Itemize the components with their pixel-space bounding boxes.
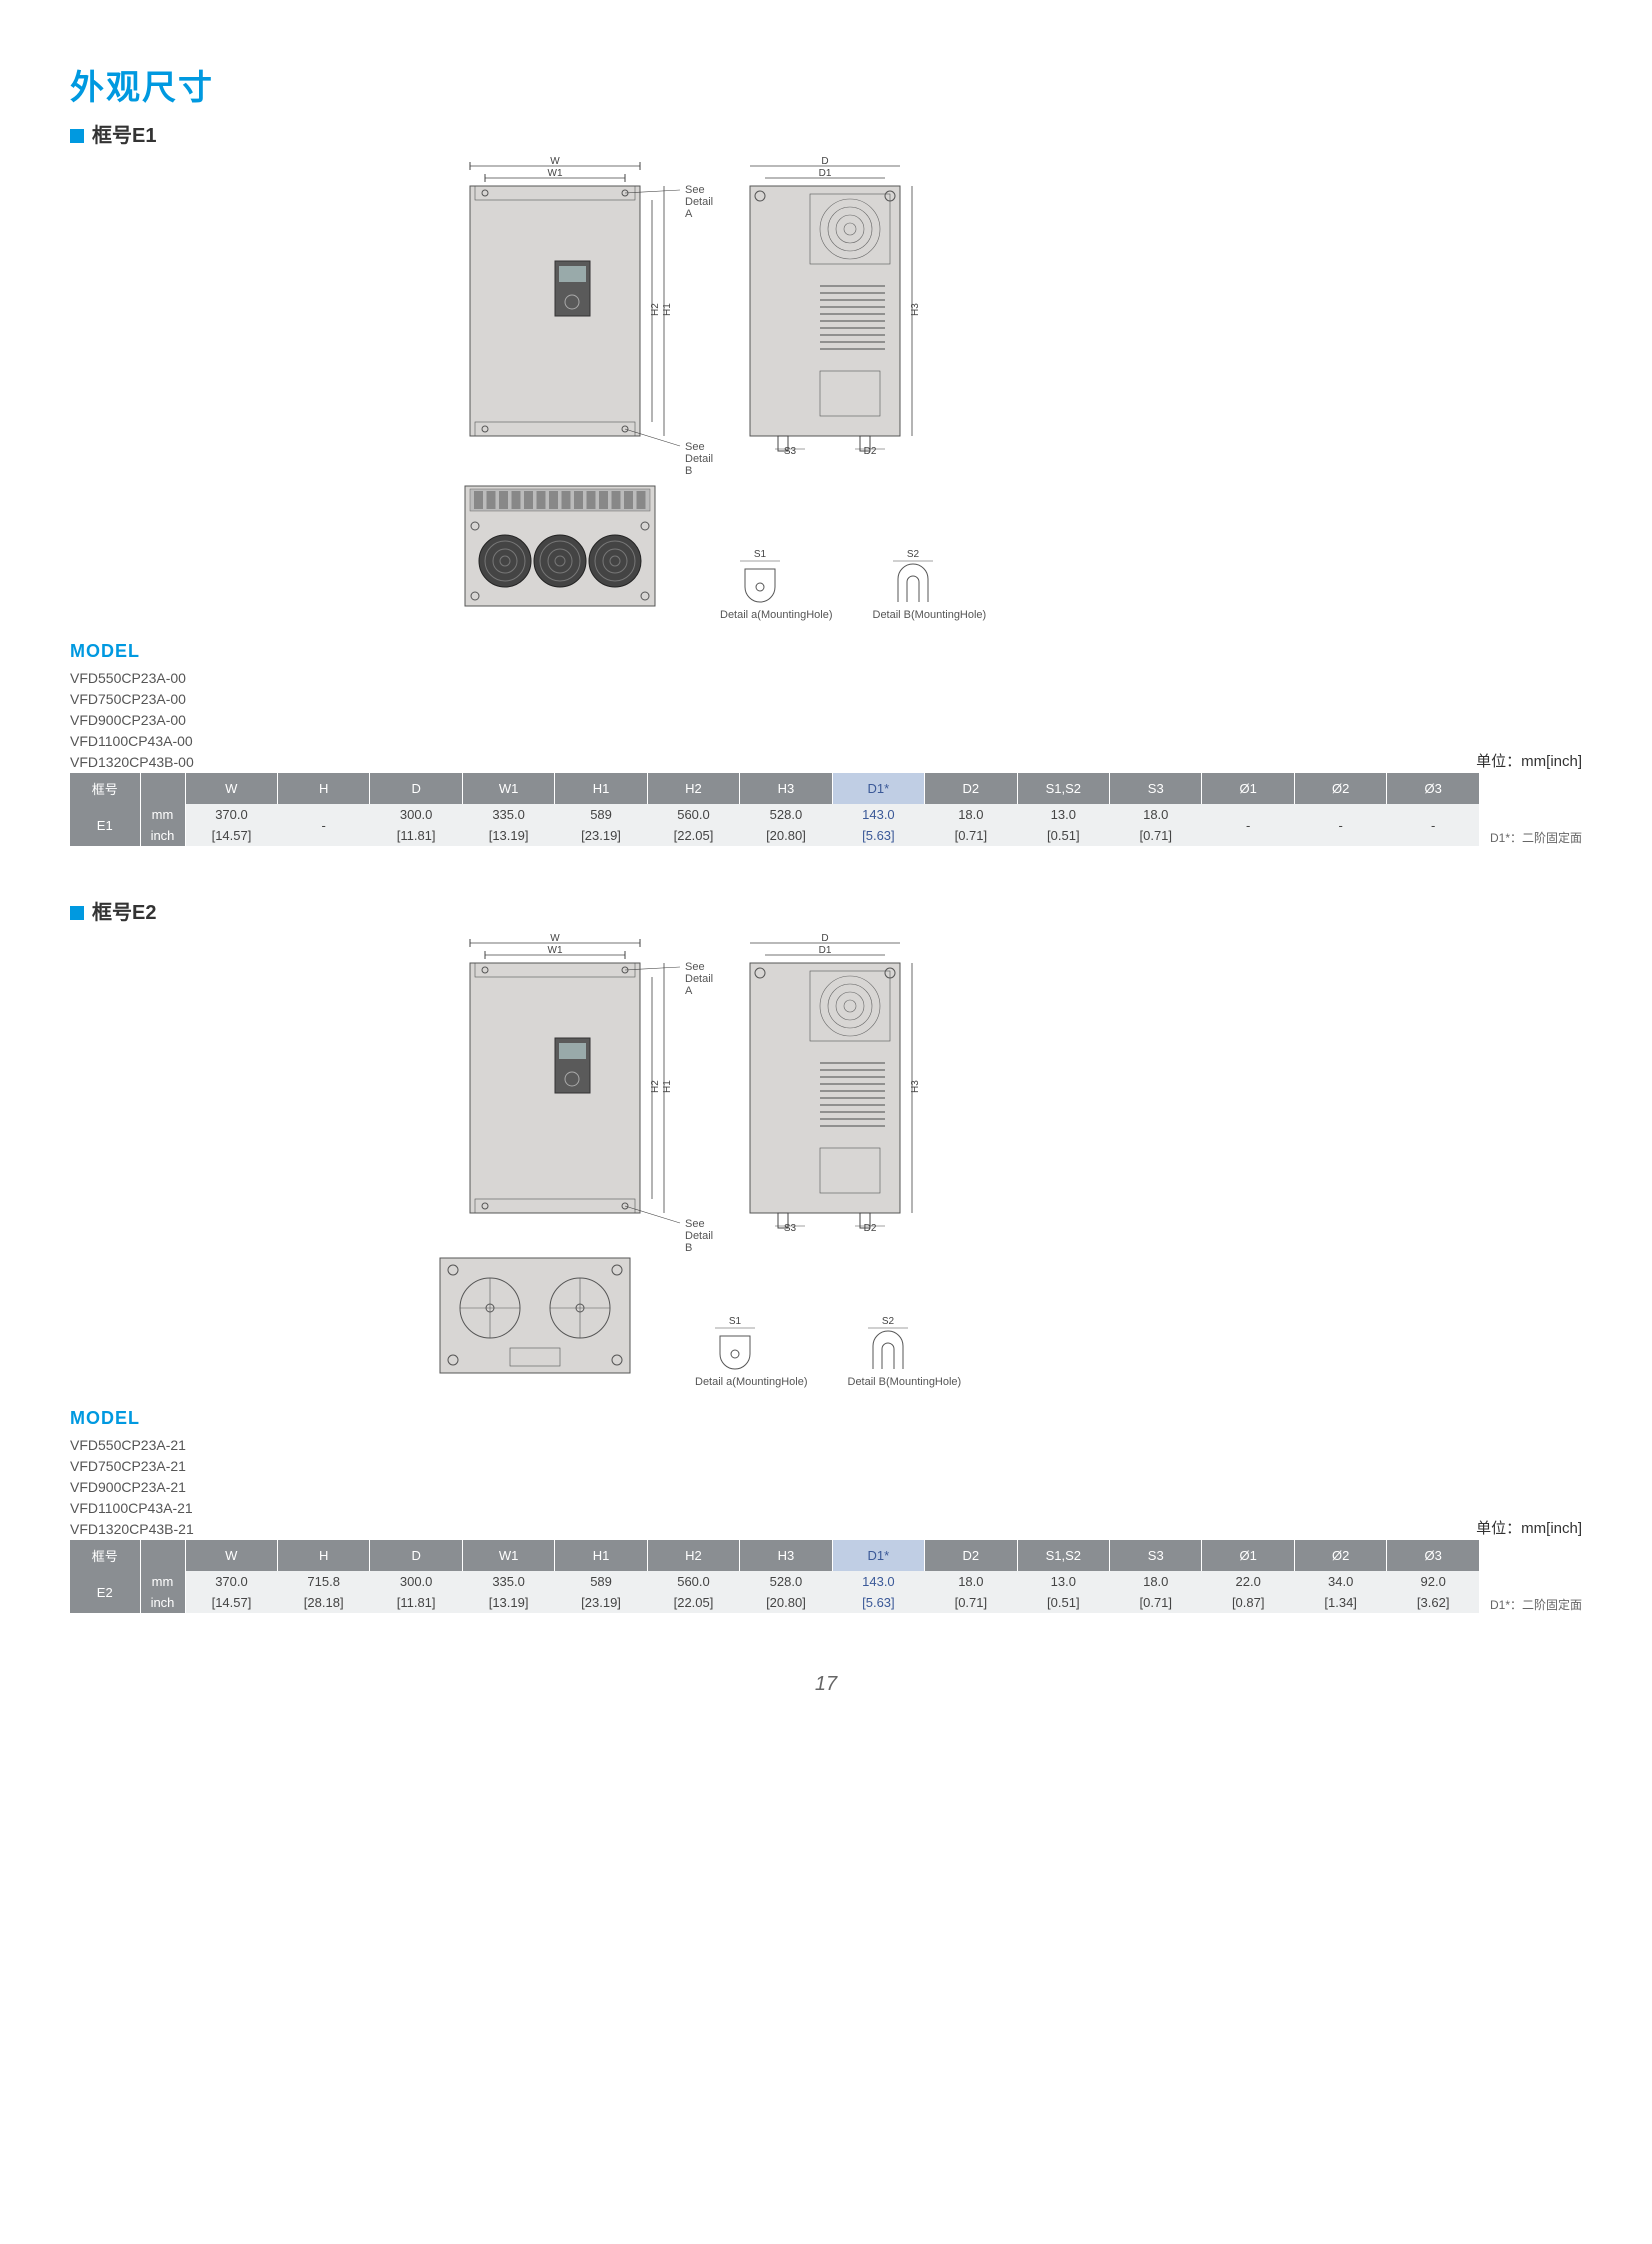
model-number: VFD900CP23A-21 [70, 1477, 194, 1498]
svg-text:S2: S2 [906, 549, 919, 560]
svg-text:W1: W1 [548, 168, 563, 179]
page-number: 17 [70, 1673, 1582, 1696]
svg-text:D1: D1 [819, 945, 832, 956]
svg-text:D: D [821, 156, 828, 167]
detail-b-caption: Detail B(MountingHole) [873, 609, 987, 621]
svg-text:H3: H3 [910, 1080, 921, 1093]
see-detail-a-callout: See Detail A [685, 961, 713, 997]
unit-label: 单位：mm[inch] [1476, 1517, 1582, 1538]
svg-text:H2: H2 [650, 303, 661, 316]
model-number: VFD750CP23A-21 [70, 1456, 194, 1477]
drawing-bottom-view [415, 1248, 665, 1388]
drawing-front-view: W W1 H2 H1 [440, 156, 690, 456]
see-detail-b-callout: See Detail B [685, 1218, 713, 1254]
model-heading: MODEL [70, 641, 194, 662]
svg-text:W: W [550, 156, 560, 167]
detail-a-caption: Detail a(MountingHole) [720, 609, 833, 621]
svg-text:D2: D2 [864, 446, 877, 456]
svg-text:D2: D2 [864, 1223, 877, 1233]
svg-text:S3: S3 [784, 446, 797, 456]
detail-b-icon: S2 [848, 1314, 928, 1374]
svg-text:H3: H3 [910, 303, 921, 316]
model-number: VFD550CP23A-21 [70, 1435, 194, 1456]
frame-section: 框号E1 W W1 H2 H1 Se [70, 119, 1582, 846]
model-number: VFD1100CP43A-00 [70, 731, 194, 752]
table-footnote: D1*：二阶固定面 [1490, 1596, 1582, 1613]
detail-b-caption: Detail B(MountingHole) [848, 1376, 962, 1388]
detail-b-icon: S2 [873, 547, 953, 607]
svg-text:S1: S1 [754, 549, 767, 560]
model-number: VFD750CP23A-00 [70, 689, 194, 710]
model-number: VFD1320CP43B-00 [70, 752, 194, 773]
svg-text:H1: H1 [662, 1080, 673, 1093]
see-detail-a-callout: See Detail A [685, 184, 713, 220]
svg-text:D: D [821, 933, 828, 944]
detail-a-icon: S1 [720, 547, 800, 607]
drawing-side-view: D D1 H3 S3 D2 [720, 156, 950, 456]
model-number: VFD900CP23A-00 [70, 710, 194, 731]
model-number: VFD1320CP43B-21 [70, 1519, 194, 1540]
svg-text:S2: S2 [881, 1316, 894, 1327]
svg-text:D1: D1 [819, 168, 832, 179]
svg-text:S1: S1 [729, 1316, 742, 1327]
drawing-side-view: D D1 H3 S3 D2 [720, 933, 950, 1233]
dimensions-table: 框号WHDW1H1H2H3D1*D2S1,S2S3Ø1Ø2Ø3 E2mm370.… [70, 1540, 1480, 1613]
model-heading: MODEL [70, 1408, 194, 1429]
svg-text:H1: H1 [662, 303, 673, 316]
unit-label: 单位：mm[inch] [1476, 750, 1582, 771]
svg-text:H2: H2 [650, 1080, 661, 1093]
model-number: VFD550CP23A-00 [70, 668, 194, 689]
svg-text:S3: S3 [784, 1223, 797, 1233]
drawing-bottom-view [440, 471, 690, 621]
frame-heading: 框号E1 [70, 119, 1582, 148]
drawing-front-view: W W1 H2 H1 [440, 933, 690, 1233]
table-footnote: D1*：二阶固定面 [1490, 829, 1582, 846]
detail-a-caption: Detail a(MountingHole) [695, 1376, 808, 1388]
page-title: 外观尺寸 [70, 60, 1582, 109]
frame-heading: 框号E2 [70, 896, 1582, 925]
model-number: VFD1100CP43A-21 [70, 1498, 194, 1519]
detail-a-icon: S1 [695, 1314, 775, 1374]
model-list: VFD550CP23A-21VFD750CP23A-21VFD900CP23A-… [70, 1435, 194, 1540]
model-list: VFD550CP23A-00VFD750CP23A-00VFD900CP23A-… [70, 668, 194, 773]
dimensions-table: 框号WHDW1H1H2H3D1*D2S1,S2S3Ø1Ø2Ø3 E1mm370.… [70, 773, 1480, 846]
see-detail-b-callout: See Detail B [685, 441, 713, 477]
frame-section: 框号E2 W W1 H2 H1 Se [70, 896, 1582, 1613]
svg-text:W1: W1 [548, 945, 563, 956]
svg-text:W: W [550, 933, 560, 944]
